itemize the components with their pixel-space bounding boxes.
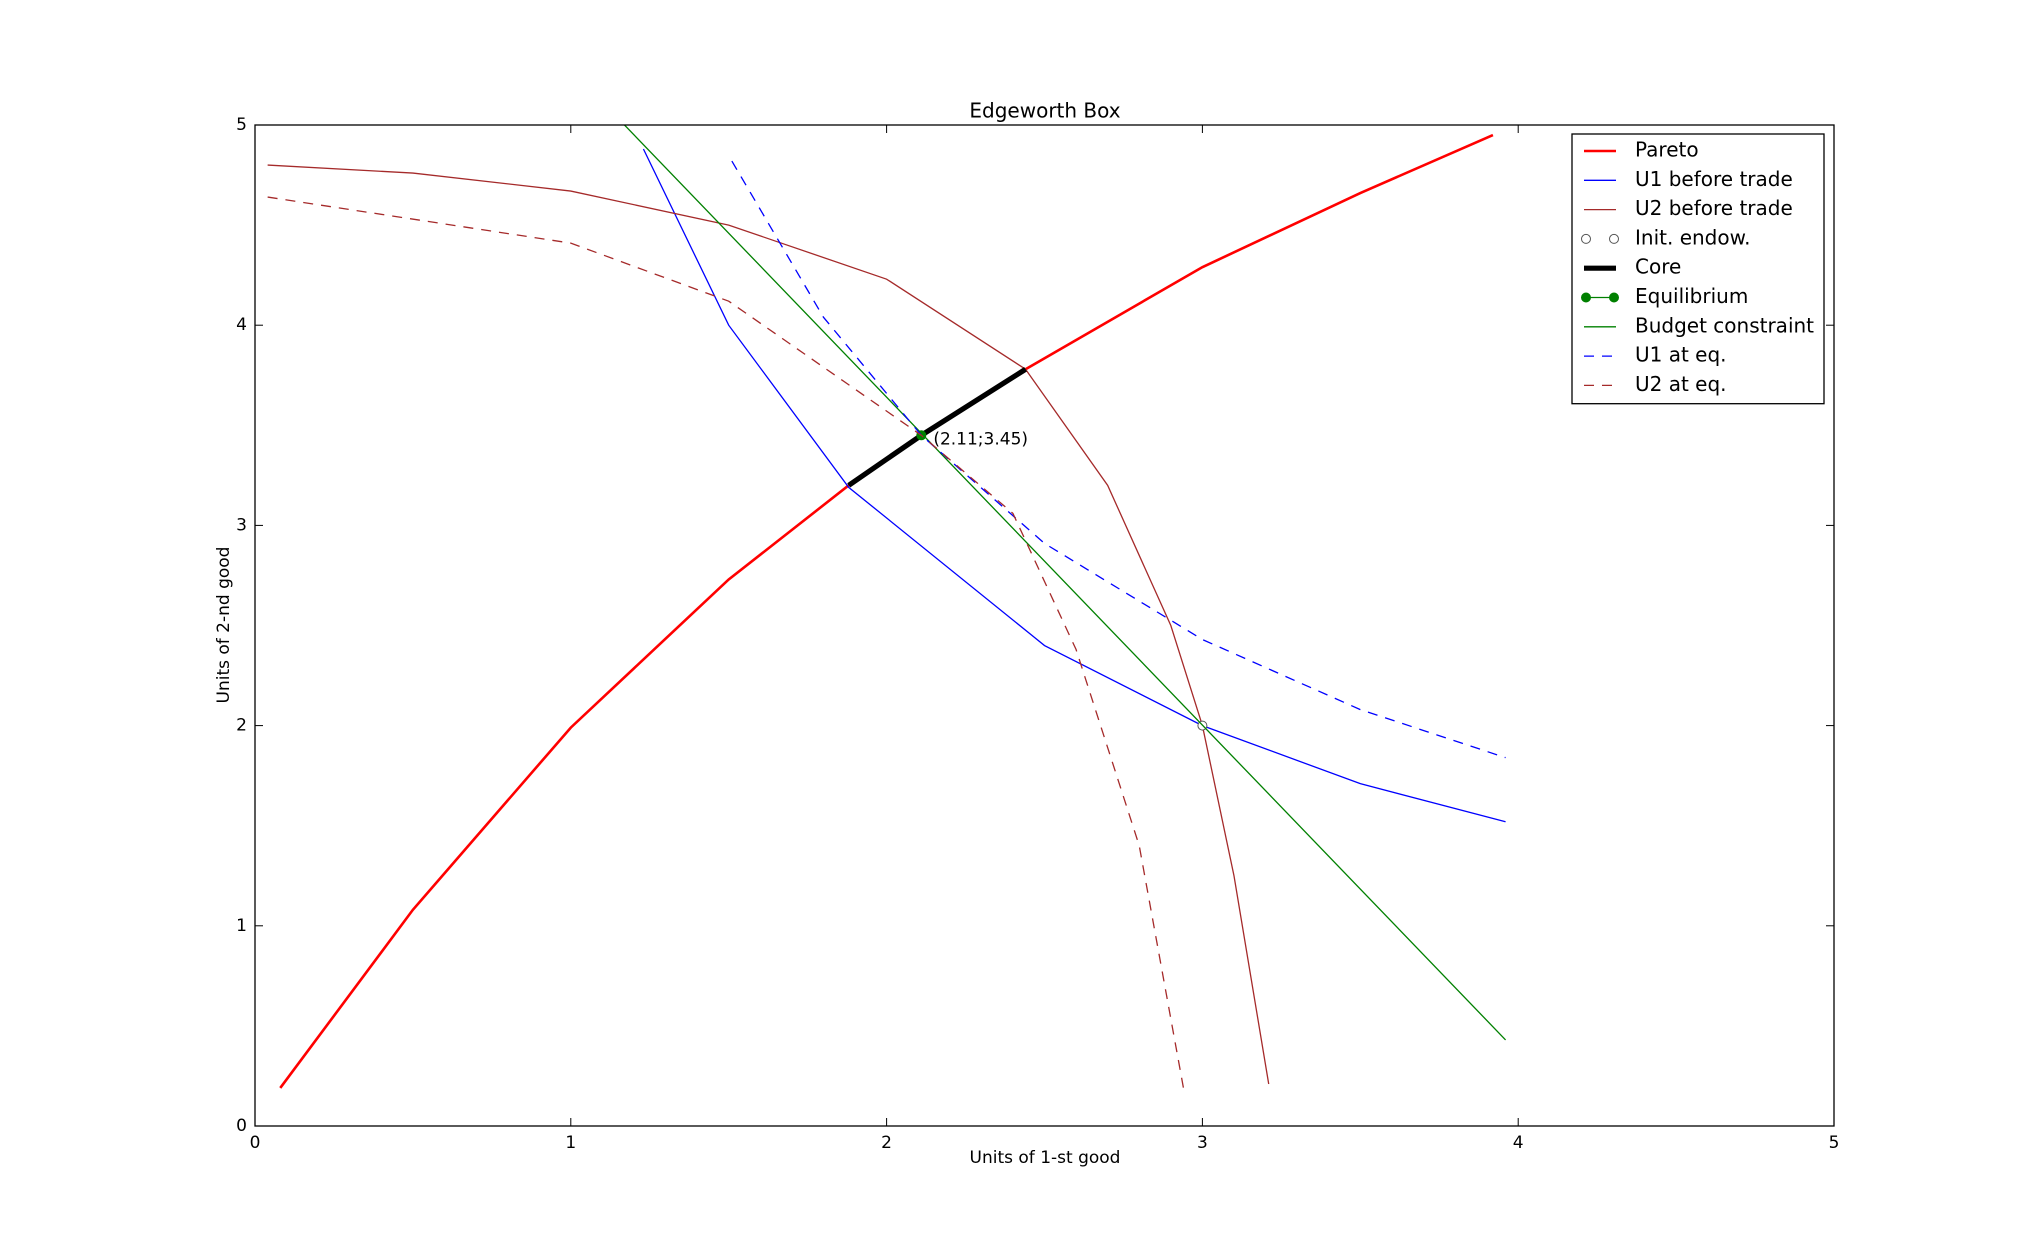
series-line <box>731 160 1506 759</box>
legend-marker <box>1581 233 1591 244</box>
x-tick-label: 0 <box>250 1133 261 1153</box>
y-tick-label: 3 <box>236 515 247 535</box>
x-tick-label: 1 <box>565 1133 576 1153</box>
y-axis-label: Units of 2-nd good <box>214 547 234 704</box>
legend-label: U1 at eq. <box>1635 343 1727 367</box>
y-tick-label: 0 <box>236 1116 247 1136</box>
y-tick-label: 1 <box>236 916 247 936</box>
x-tick-label: 4 <box>1513 1133 1524 1153</box>
legend-label: U2 before trade <box>1635 196 1793 220</box>
legend-label: U2 at eq. <box>1635 372 1727 396</box>
y-tick-label: 5 <box>236 115 247 135</box>
plot-frame <box>254 124 1835 1127</box>
x-axis-label: Units of 1-st good <box>970 1148 1121 1168</box>
legend-marker <box>1609 292 1619 303</box>
y-tick-label: 4 <box>236 315 247 335</box>
legend-label: Init. endow. <box>1635 225 1750 249</box>
legend-label: Equilibrium <box>1635 284 1748 308</box>
legend-label: Pareto <box>1635 138 1699 162</box>
legend-label: U1 before trade <box>1635 167 1793 191</box>
x-tick-label: 5 <box>1829 1133 1840 1153</box>
legend-label: Core <box>1635 255 1681 279</box>
x-tick-label: 2 <box>881 1133 892 1153</box>
chart-title: Edgeworth Box <box>969 99 1120 123</box>
y-tick-label: 2 <box>236 716 247 736</box>
legend-marker <box>1581 292 1591 303</box>
series-line <box>642 148 1506 823</box>
legend-marker <box>1609 233 1619 244</box>
series-line <box>624 125 1507 1041</box>
legend-label: Budget constraint <box>1635 313 1814 337</box>
x-tick-label: 3 <box>1197 1133 1208 1153</box>
annotation: (2.11;3.45) <box>933 429 1028 449</box>
